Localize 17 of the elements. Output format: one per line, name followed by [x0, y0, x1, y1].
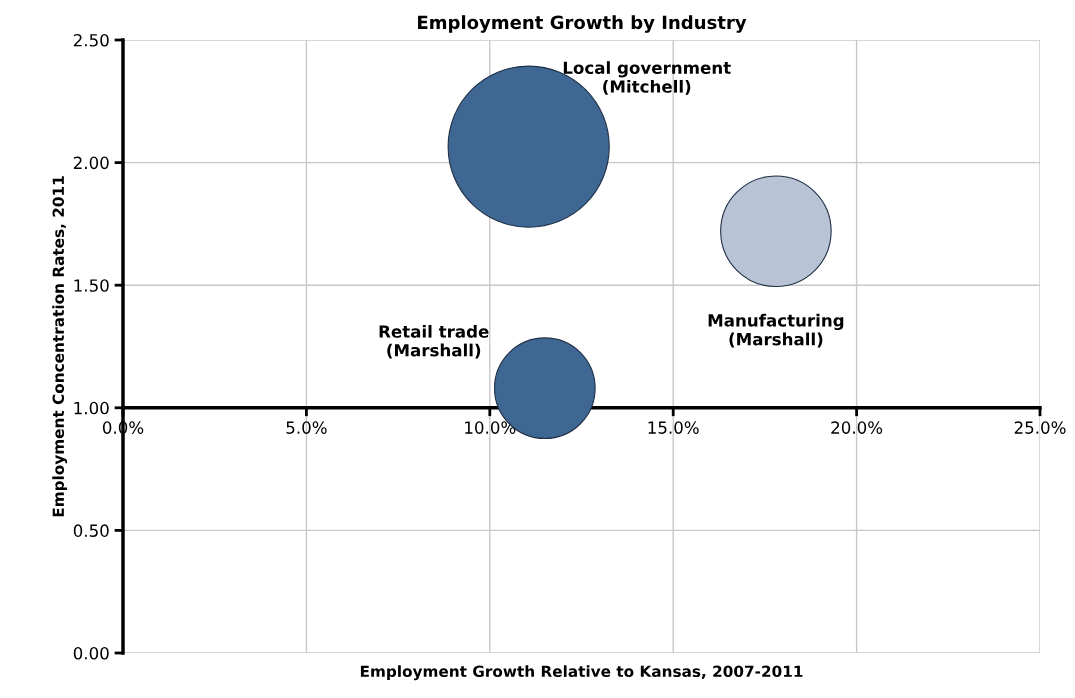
x-tick-label: 10.0%: [465, 421, 516, 434]
x-tick-label: 20.0%: [831, 421, 883, 434]
x-tick-label: 5.0%: [286, 421, 327, 434]
y-tick-label: 1.50: [74, 279, 109, 292]
chart-title: Employment Growth by Industry: [418, 15, 747, 33]
y-tick-label: 0.50: [73, 524, 109, 537]
y-tick-label: 2.00: [73, 156, 109, 170]
annotation: Retail trade (Marshall): [379, 324, 489, 359]
annotation: Local government (Mitchell): [563, 61, 731, 95]
y-axis-title: Employment Concentration Rates, 2011: [52, 176, 68, 517]
x-tick-label: 25.0%: [1014, 421, 1066, 434]
y-tick-label: 0.00: [73, 646, 109, 660]
x-tick-label: 15.0%: [648, 421, 699, 434]
annotation: Manufacturing (Marshall): [708, 313, 844, 348]
y-tick-label: 1.00: [74, 401, 109, 415]
x-axis-title: Employment Growth Relative to Kansas, 2007-2011: [360, 665, 803, 681]
y-tick-label: 2.50: [73, 33, 109, 47]
